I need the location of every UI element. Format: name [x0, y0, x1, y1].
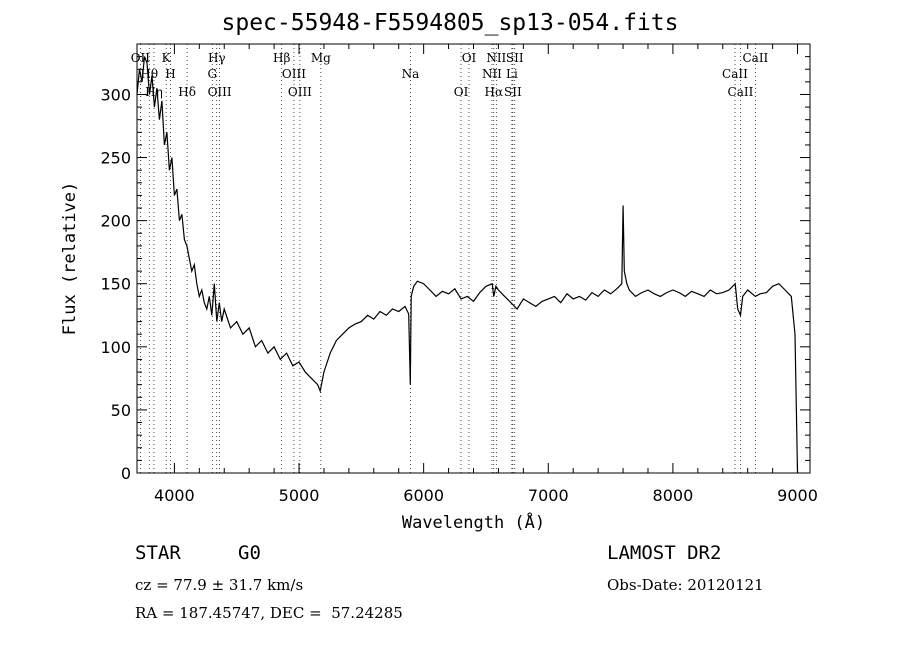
spectral-line-markers [140, 44, 756, 473]
observation-date: Obs-Date: 20120121 [607, 576, 764, 594]
x-tick-label: 8000 [653, 486, 694, 505]
y-axis-ticks: 0 50 100 150 200 250 300 [100, 43, 810, 483]
x-tick-label: 9000 [777, 486, 818, 505]
line-label: SII [506, 51, 524, 65]
line-label: Mg [311, 51, 331, 65]
line-label: G [207, 67, 217, 81]
line-label: OIII [288, 85, 312, 99]
line-label: Hβ [273, 51, 290, 65]
line-label: OI [462, 51, 477, 65]
line-label: SII [504, 85, 522, 99]
x-tick-label: 4000 [154, 486, 195, 505]
y-tick-label: 300 [100, 85, 131, 104]
line-label: Na [402, 67, 420, 81]
y-tick-label: 250 [100, 149, 131, 168]
x-axis-label: Wavelength (Å) [402, 511, 545, 533]
object-class: STAR [135, 542, 181, 564]
line-label: Hθ [140, 67, 158, 81]
x-tick-label: 7000 [528, 486, 569, 505]
y-tick-label: 150 [100, 275, 131, 294]
line-label: K [162, 51, 172, 65]
line-label: NII [482, 67, 502, 81]
line-label: CaII [728, 85, 754, 99]
line-label: Li [506, 67, 518, 81]
redshift-velocity: cz = 77.9 ± 31.7 km/s [135, 576, 304, 594]
object-subclass: G0 [238, 542, 261, 564]
x-tick-label: 6000 [403, 486, 444, 505]
y-tick-label: 0 [121, 464, 131, 483]
line-label: OIII [208, 85, 232, 99]
x-tick-label: 5000 [279, 486, 320, 505]
x-axis-ticks: 4000 5000 6000 7000 8000 9000 [154, 44, 818, 505]
line-label: OII [131, 51, 151, 65]
line-label: CaII [742, 51, 768, 65]
y-axis-label: Flux (relative) [60, 182, 80, 336]
survey-name: LAMOST DR2 [607, 542, 722, 564]
line-label: Hδ [178, 85, 196, 99]
line-label: OI [454, 85, 469, 99]
y-tick-label: 50 [111, 401, 131, 420]
y-tick-label: 200 [100, 212, 131, 231]
plot-frame [136, 43, 811, 474]
line-label: Hγ [208, 51, 226, 65]
spectral-line-labels: OIIHθHηKHHδHγGOIIIHβOIIIOIIIMgNaOIOINIIH… [131, 51, 769, 99]
ra-dec-coordinates: RA = 187.45747, DEC = 57.24285 [135, 604, 403, 622]
chart-title: spec-55948-F5594805_sp13-054.fits [221, 10, 679, 36]
y-tick-label: 100 [100, 338, 131, 357]
line-label: Hα [485, 85, 504, 99]
line-label: H [165, 67, 175, 81]
flux-series-line [136, 56, 799, 474]
line-label: OIII [282, 67, 306, 81]
line-label: CaII [722, 67, 748, 81]
line-label: NII [486, 51, 506, 65]
